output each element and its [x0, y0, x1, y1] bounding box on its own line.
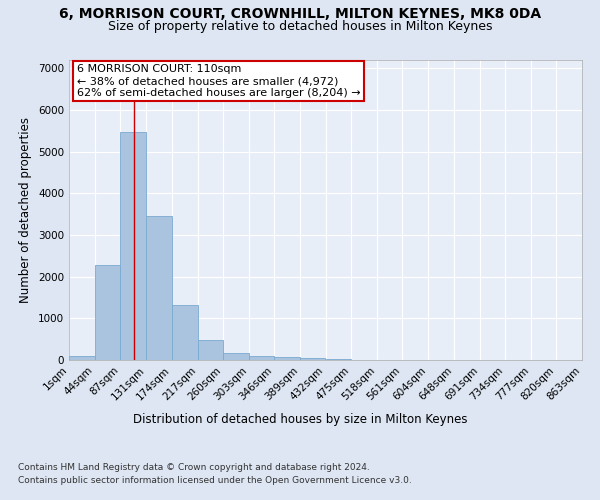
Bar [120, 132, 146, 360]
Text: 6, MORRISON COURT, CROWNHILL, MILTON KEYNES, MK8 0DA: 6, MORRISON COURT, CROWNHILL, MILTON KEY… [59, 8, 541, 22]
Bar [249, 356, 274, 360]
Bar [300, 358, 325, 360]
Text: Size of property relative to detached houses in Milton Keynes: Size of property relative to detached ho… [108, 20, 492, 33]
Text: Contains public sector information licensed under the Open Government Licence v3: Contains public sector information licen… [18, 476, 412, 485]
Text: 6 MORRISON COURT: 110sqm
← 38% of detached houses are smaller (4,972)
62% of sem: 6 MORRISON COURT: 110sqm ← 38% of detach… [77, 64, 361, 98]
Bar [69, 356, 95, 360]
Text: Distribution of detached houses by size in Milton Keynes: Distribution of detached houses by size … [133, 412, 467, 426]
Y-axis label: Number of detached properties: Number of detached properties [19, 117, 32, 303]
Bar [146, 216, 172, 360]
Bar [95, 265, 120, 360]
Bar [274, 356, 300, 360]
Bar [197, 340, 223, 360]
Bar [325, 359, 351, 360]
Bar [223, 354, 249, 360]
Bar [172, 305, 197, 360]
Text: Contains HM Land Registry data © Crown copyright and database right 2024.: Contains HM Land Registry data © Crown c… [18, 462, 370, 471]
